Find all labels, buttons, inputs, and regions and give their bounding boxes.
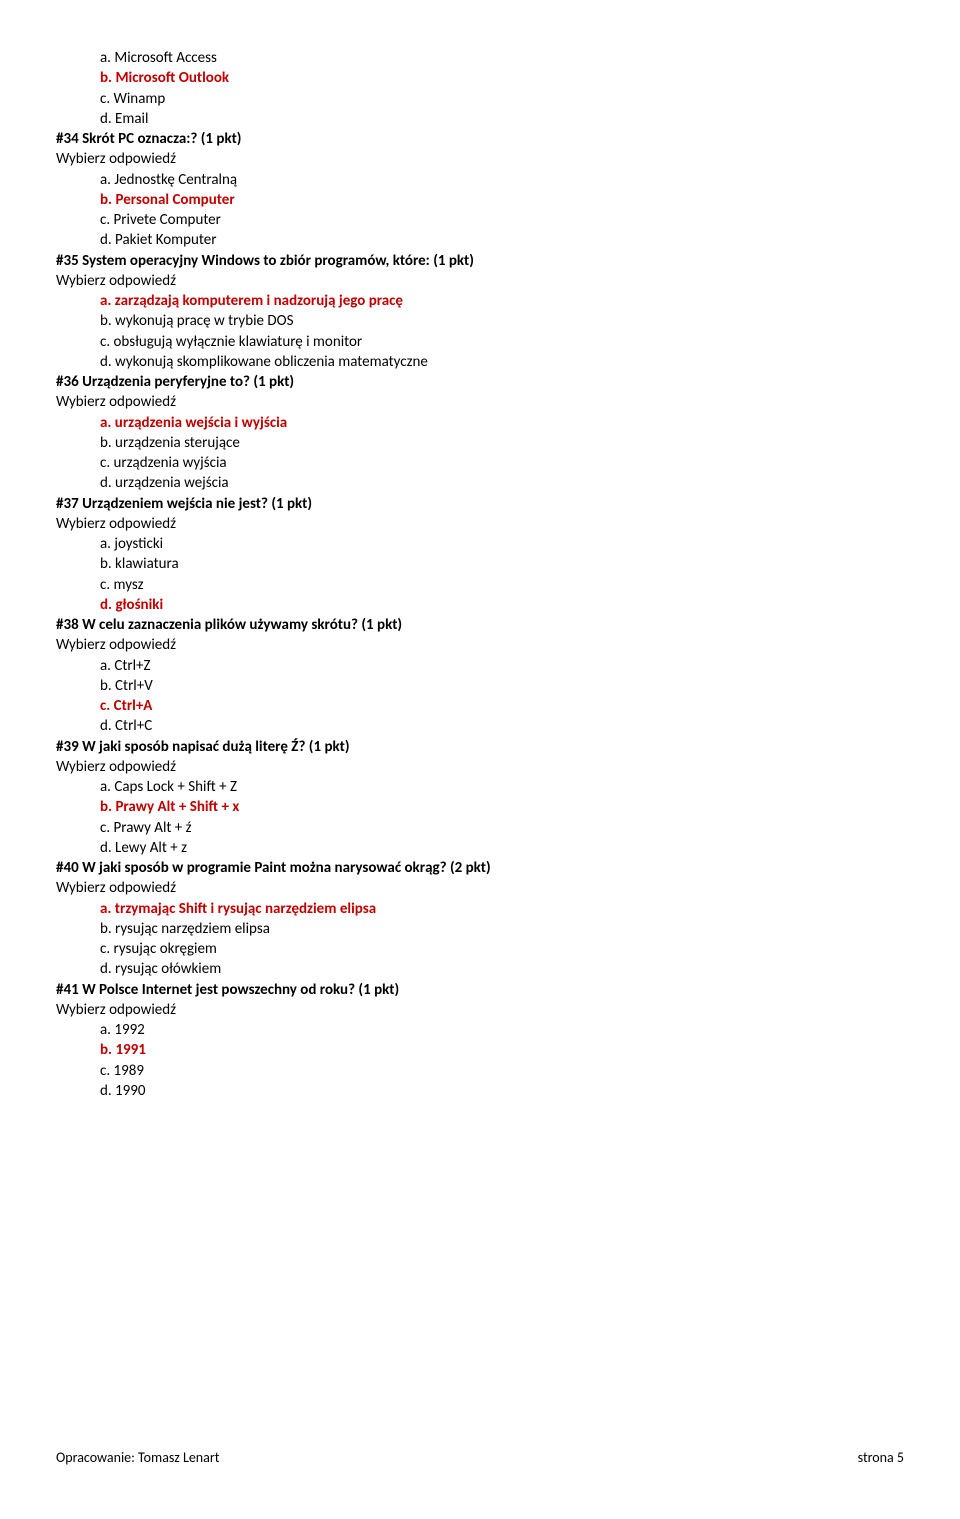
option-text: d. Pakiet Komputer — [56, 230, 904, 250]
prompt-text: Wybierz odpowiedź — [56, 392, 904, 412]
option-text: c. Winamp — [56, 89, 904, 109]
option-text: a. Microsoft Access — [56, 48, 904, 68]
footer-author: Opracowanie: Tomasz Lenart — [56, 1449, 219, 1468]
option-text: a. trzymając Shift i rysując narzędziem … — [56, 899, 904, 919]
question-37: #37 Urządzeniem wejścia nie jest? (1 pkt… — [56, 494, 904, 616]
option-text: a. joysticki — [56, 534, 904, 554]
leading-options: a. Microsoft Access b. Microsoft Outlook… — [56, 48, 904, 129]
option-text: a. Ctrl+Z — [56, 656, 904, 676]
option-text: b. Prawy Alt + Shift + x — [56, 797, 904, 817]
question-40: #40 W jaki sposób w programie Paint możn… — [56, 858, 904, 980]
question-title: #35 System operacyjny Windows to zbiór p… — [56, 251, 904, 271]
question-title: #38 W celu zaznaczenia plików używamy sk… — [56, 615, 904, 635]
prompt-text: Wybierz odpowiedź — [56, 635, 904, 655]
option-text: d. urządzenia wejścia — [56, 473, 904, 493]
option-text: d. 1990 — [56, 1081, 904, 1101]
question-41: #41 W Polsce Internet jest powszechny od… — [56, 980, 904, 1102]
option-text: c. mysz — [56, 575, 904, 595]
option-text: a. Jednostkę Centralną — [56, 170, 904, 190]
option-text: b. rysując narzędziem elipsa — [56, 919, 904, 939]
option-text: b. Personal Computer — [56, 190, 904, 210]
option-text: c. Ctrl+A — [56, 696, 904, 716]
option-text: b. klawiatura — [56, 554, 904, 574]
question-38: #38 W celu zaznaczenia plików używamy sk… — [56, 615, 904, 737]
question-title: #34 Skrót PC oznacza:? (1 pkt) — [56, 129, 904, 149]
option-text: b. wykonują pracę w trybie DOS — [56, 311, 904, 331]
question-title: #40 W jaki sposób w programie Paint możn… — [56, 858, 904, 878]
question-34: #34 Skrót PC oznacza:? (1 pkt) Wybierz o… — [56, 129, 904, 251]
page: a. Microsoft Access b. Microsoft Outlook… — [56, 48, 904, 1468]
option-text: d. głośniki — [56, 595, 904, 615]
prompt-text: Wybierz odpowiedź — [56, 878, 904, 898]
question-title: #36 Urządzenia peryferyjne to? (1 pkt) — [56, 372, 904, 392]
prompt-text: Wybierz odpowiedź — [56, 1000, 904, 1020]
option-text: b. Ctrl+V — [56, 676, 904, 696]
option-text: a. 1992 — [56, 1020, 904, 1040]
option-text: a. Caps Lock + Shift + Z — [56, 777, 904, 797]
footer-page-number: strona 5 — [858, 1449, 904, 1468]
option-text: d. rysując ołówkiem — [56, 959, 904, 979]
option-text: c. urządzenia wyjścia — [56, 453, 904, 473]
page-footer: Opracowanie: Tomasz Lenart strona 5 — [56, 1449, 904, 1468]
option-text: d. Lewy Alt + z — [56, 838, 904, 858]
option-text: b. 1991 — [56, 1040, 904, 1060]
option-text: c. 1989 — [56, 1061, 904, 1081]
question-35: #35 System operacyjny Windows to zbiór p… — [56, 251, 904, 373]
prompt-text: Wybierz odpowiedź — [56, 757, 904, 777]
option-text: c. Prawy Alt + ź — [56, 818, 904, 838]
option-text: b. Microsoft Outlook — [56, 68, 904, 88]
option-text: d. Ctrl+C — [56, 716, 904, 736]
question-title: #39 W jaki sposób napisać dużą literę Ź?… — [56, 737, 904, 757]
prompt-text: Wybierz odpowiedź — [56, 149, 904, 169]
question-39: #39 W jaki sposób napisać dużą literę Ź?… — [56, 737, 904, 859]
option-text: a. zarządzają komputerem i nadzorują jeg… — [56, 291, 904, 311]
option-text: d. wykonują skomplikowane obliczenia mat… — [56, 352, 904, 372]
option-text: c. Privete Computer — [56, 210, 904, 230]
option-text: d. Email — [56, 109, 904, 129]
prompt-text: Wybierz odpowiedź — [56, 271, 904, 291]
option-text: c. rysując okręgiem — [56, 939, 904, 959]
question-title: #37 Urządzeniem wejścia nie jest? (1 pkt… — [56, 494, 904, 514]
prompt-text: Wybierz odpowiedź — [56, 514, 904, 534]
option-text: c. obsługują wyłącznie klawiaturę i moni… — [56, 332, 904, 352]
question-title: #41 W Polsce Internet jest powszechny od… — [56, 980, 904, 1000]
question-36: #36 Urządzenia peryferyjne to? (1 pkt) W… — [56, 372, 904, 494]
option-text: b. urządzenia sterujące — [56, 433, 904, 453]
option-text: a. urządzenia wejścia i wyjścia — [56, 413, 904, 433]
